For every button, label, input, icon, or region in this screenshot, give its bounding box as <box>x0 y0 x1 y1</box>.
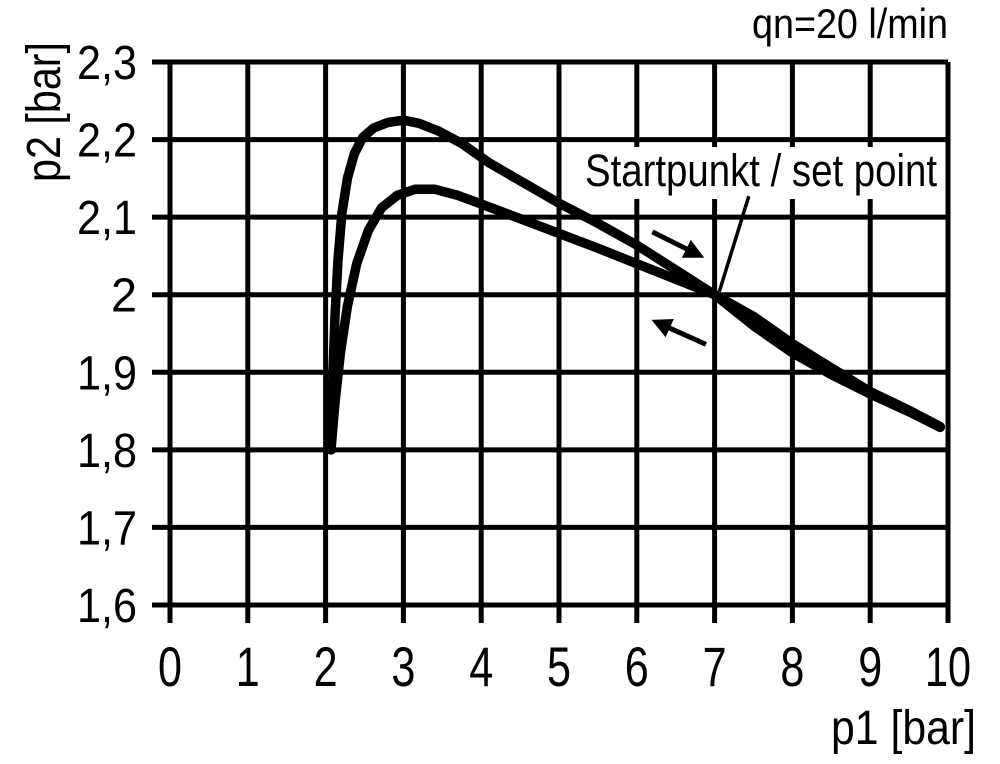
x-tick-label: 6 <box>625 635 649 698</box>
x-tick-label: 4 <box>469 635 493 698</box>
tick-labels: 0 1 2 3 4 5 6 7 8 9 102,32,22,121,91,81,71,6 <box>77 37 971 698</box>
x-tick-label: 8 <box>780 635 804 698</box>
curve-left <box>326 184 945 455</box>
y-tick-label: 1,9 <box>77 347 137 400</box>
direction-arrows <box>651 229 708 347</box>
annotation-overlay <box>651 195 751 347</box>
curve-right <box>326 115 945 455</box>
set-point-annotation-label: Startpunkt / set point <box>585 145 937 196</box>
x-tick-label: 3 <box>391 635 415 698</box>
x-axis-label: p1 [bar] <box>831 702 976 755</box>
y-tick-label: 1,6 <box>77 580 137 633</box>
y-tick-label: 1,8 <box>77 425 137 478</box>
y-tick-label: 2,3 <box>77 37 137 90</box>
y-tick-label: 2,1 <box>77 192 137 245</box>
direction-arrow-right <box>651 229 705 258</box>
x-tick-label: 10 <box>925 635 971 698</box>
x-tick-label: 1 <box>236 635 260 698</box>
direction-arrow-left <box>651 318 708 347</box>
x-tick-label: 7 <box>703 635 727 698</box>
y-tick-label: 2 <box>111 270 137 323</box>
annotation-leader-line <box>717 195 751 293</box>
y-tick-label: 1,7 <box>77 502 137 555</box>
grid <box>152 59 951 623</box>
y-axis-label: p2 [bar] <box>18 42 71 182</box>
y-tick-label: 2,2 <box>77 115 137 168</box>
x-tick-label: 2 <box>314 635 338 698</box>
x-tick-label: 0 <box>158 635 182 698</box>
x-tick-label: 9 <box>858 635 882 698</box>
annotation-label-background <box>578 147 942 199</box>
x-tick-label: 5 <box>547 635 571 698</box>
hysteresis-curves <box>326 115 945 455</box>
chart-title: qn=20 l/min <box>752 0 948 47</box>
